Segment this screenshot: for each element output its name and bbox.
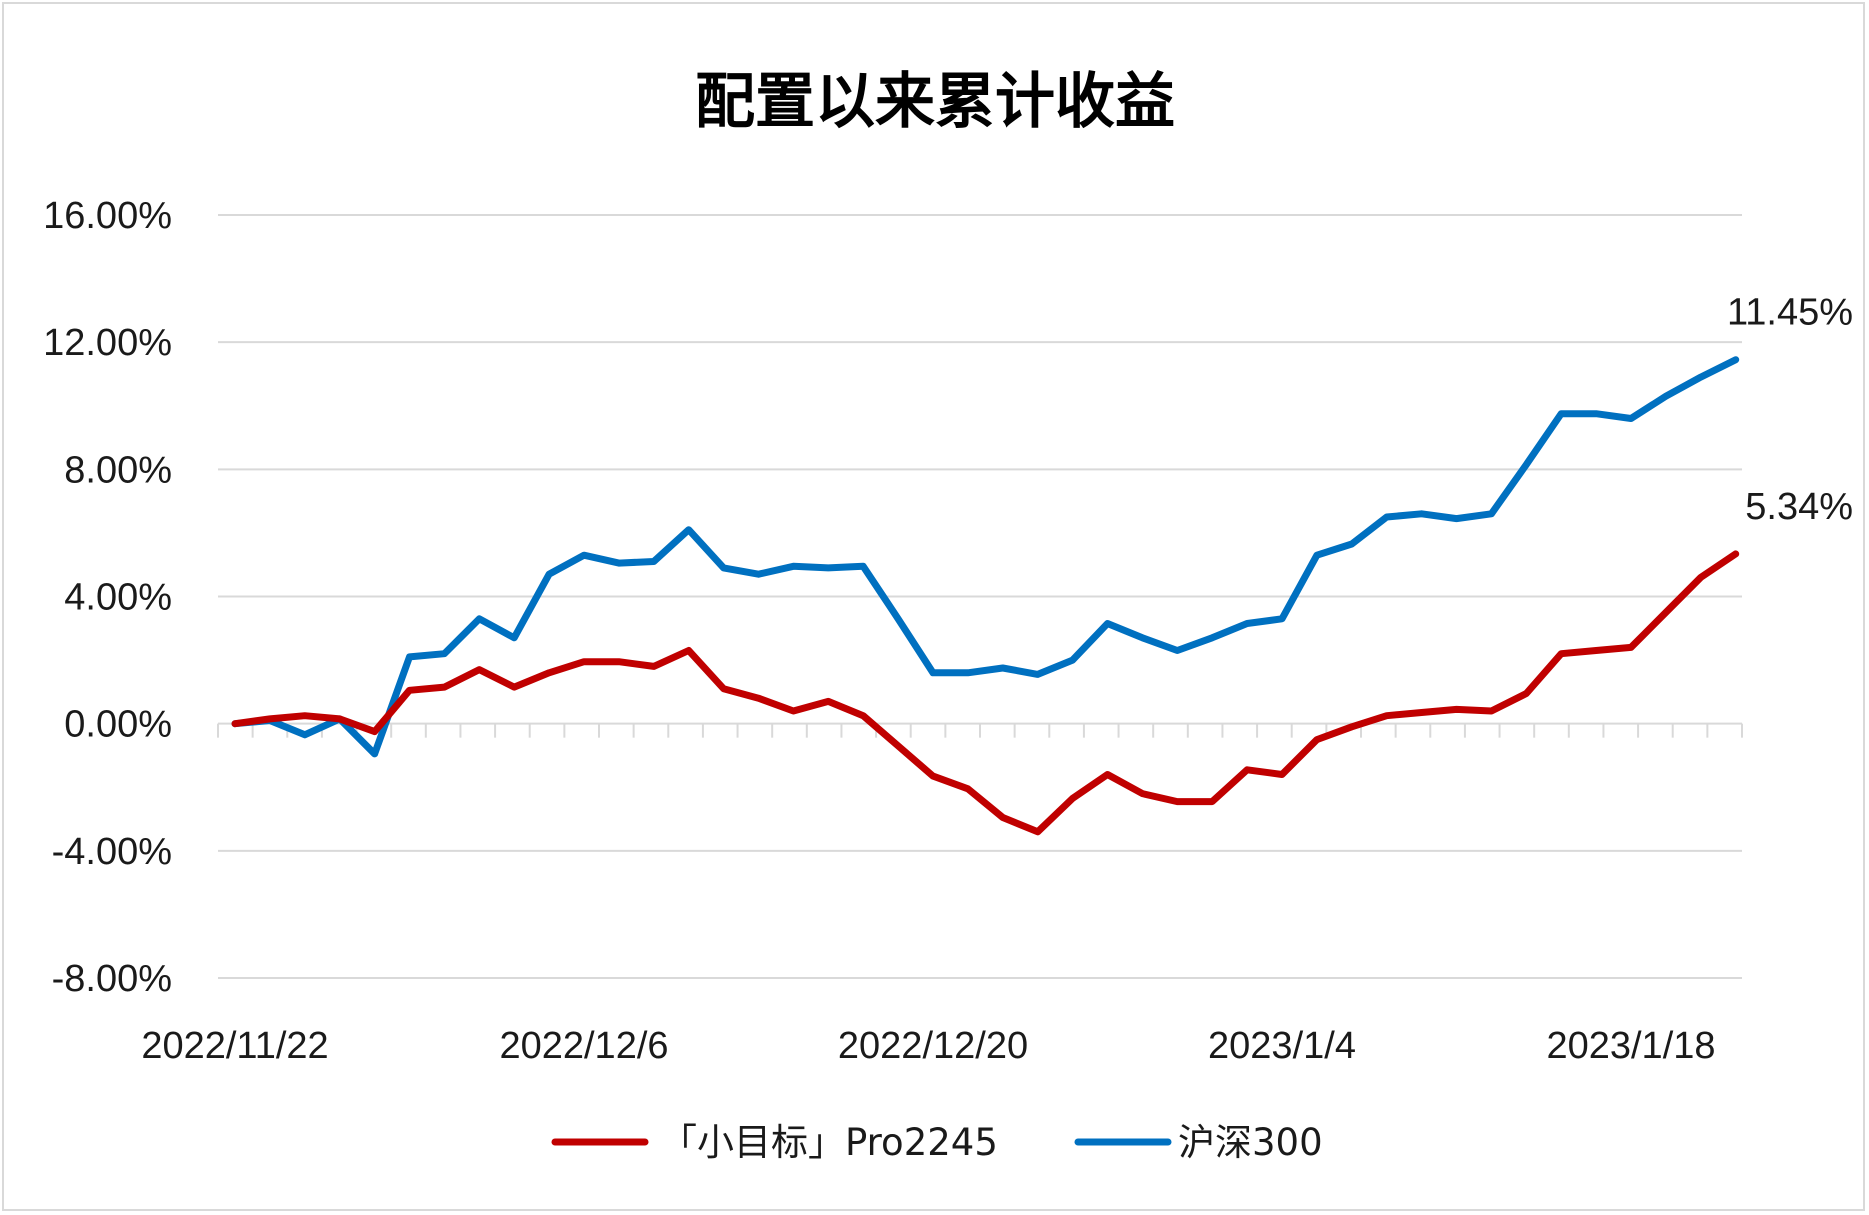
gridlines — [218, 214, 1742, 979]
chart-title: 配置以来累计收益 — [695, 67, 1175, 137]
series-lines — [231, 356, 1740, 836]
y-tick-label: -4.00% — [52, 831, 172, 873]
y-tick-label: 16.00% — [43, 195, 172, 237]
legend-label: 「小目标」Pro2245 — [660, 1121, 998, 1164]
end-label-pro2245: 5.34% — [1745, 486, 1853, 528]
series-line-pro2245 — [231, 550, 1740, 836]
legend-label: 沪深300 — [1178, 1121, 1323, 1164]
x-axis — [217, 722, 1743, 738]
x-tick-label: 2022/12/20 — [838, 1025, 1028, 1067]
y-tick-label: -8.00% — [52, 958, 172, 1000]
x-tick-label: 2023/1/4 — [1208, 1025, 1356, 1067]
x-tick-label: 2023/1/18 — [1546, 1025, 1715, 1067]
x-axis-tick-labels: 2022/11/22 2022/12/6 2022/12/20 2023/1/4 202… — [141, 1025, 1715, 1067]
y-tick-label: 8.00% — [64, 449, 172, 491]
end-value-labels: 5.34% 11.45% — [1727, 292, 1853, 528]
y-tick-label: 0.00% — [64, 704, 172, 746]
y-tick-label: 4.00% — [64, 577, 172, 619]
x-tick-label: 2022/12/6 — [499, 1025, 668, 1067]
y-tick-label: 12.00% — [43, 322, 172, 364]
y-axis-tick-labels: -8.00% -4.00% 0.00% 4.00% 8.00% 12.00% 16.00% — [43, 195, 172, 1000]
series-line-hs300 — [231, 356, 1740, 758]
legend: 「小目标」Pro2245 沪深300 — [551, 1121, 1323, 1164]
x-tick-label: 2022/11/22 — [141, 1025, 328, 1067]
end-label-hs300: 11.45% — [1727, 292, 1853, 334]
